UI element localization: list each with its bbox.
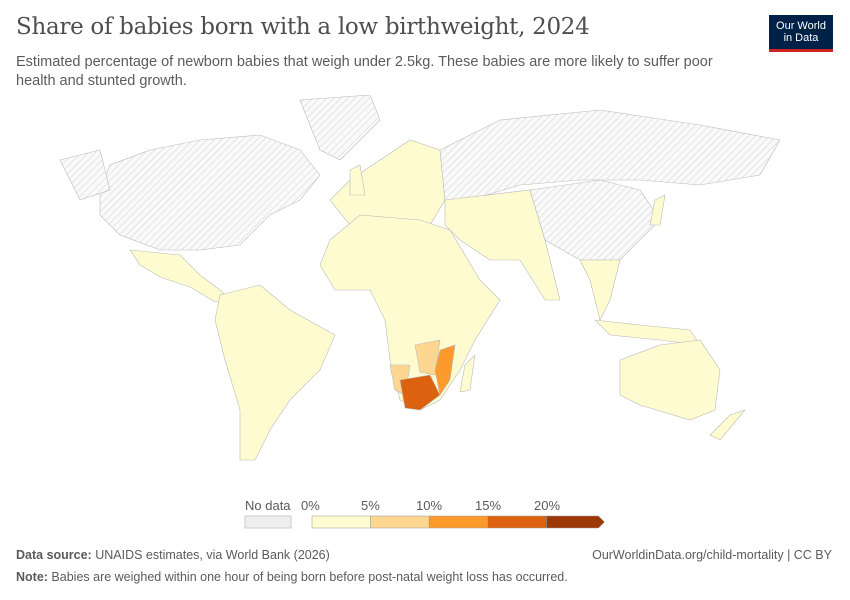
region-madagascar[interactable]: [459, 354, 476, 393]
world-map: [59, 95, 781, 461]
region-mozambique[interactable]: [434, 344, 456, 396]
legend-tick: 20%: [534, 498, 561, 513]
source-label: Data source:: [16, 548, 92, 562]
legend-bar: [244, 515, 605, 529]
legend-tick: 10%: [416, 498, 443, 513]
legend-no-data-label: No data: [245, 498, 291, 513]
region-south-america[interactable]: [214, 284, 336, 461]
legend: No data 0% 5% 10% 15% 20%: [0, 495, 850, 535]
region-south-africa[interactable]: [399, 374, 441, 411]
region-alaska[interactable]: [59, 149, 111, 201]
region-zambia-zimbabwe[interactable]: [414, 339, 441, 376]
region-australia[interactable]: [619, 339, 721, 421]
note-label: Note:: [16, 570, 48, 584]
legend-no-data-swatch: [244, 515, 292, 529]
region-uk[interactable]: [349, 164, 366, 196]
chart-title: Share of babies born with a low birthwei…: [16, 14, 590, 40]
legend-bin[interactable]: [428, 515, 489, 529]
legend-tick: 5%: [361, 498, 380, 513]
note-text: Babies are weighed within one hour of be…: [47, 570, 568, 584]
legend-bin[interactable]: [487, 515, 547, 529]
chart-subtitle: Estimated percentage of newborn babies t…: [16, 54, 713, 89]
region-greenland[interactable]: [299, 95, 381, 161]
region-new-zealand[interactable]: [709, 409, 746, 441]
logo-line2: in Data: [783, 32, 819, 44]
region-north-america[interactable]: [99, 134, 321, 251]
source-url[interactable]: OurWorldinData.org/child-mortality | CC …: [592, 548, 832, 562]
region-indonesia[interactable]: [594, 319, 701, 346]
owid-logo[interactable]: Our World in Data: [769, 15, 833, 52]
legend-bin[interactable]: [311, 515, 371, 529]
region-japan[interactable]: [649, 194, 666, 226]
data-source: Data source: UNAIDS estimates, via World…: [16, 548, 330, 562]
legend-bin[interactable]: [370, 515, 430, 529]
region-africa[interactable]: [319, 214, 501, 411]
legend-tick: 0%: [301, 498, 320, 513]
region-china[interactable]: [529, 179, 661, 261]
logo-line1: Our World: [776, 20, 826, 32]
legend-tick: 15%: [475, 498, 502, 513]
region-southeast-asia[interactable]: [579, 259, 621, 321]
region-mexico-central-america[interactable]: [129, 249, 231, 303]
legend-bin[interactable]: [546, 515, 605, 529]
source-text[interactable]: UNAIDS estimates, via World Bank (2026): [91, 548, 330, 562]
note: Note: Babies are weighed within one hour…: [16, 570, 568, 584]
